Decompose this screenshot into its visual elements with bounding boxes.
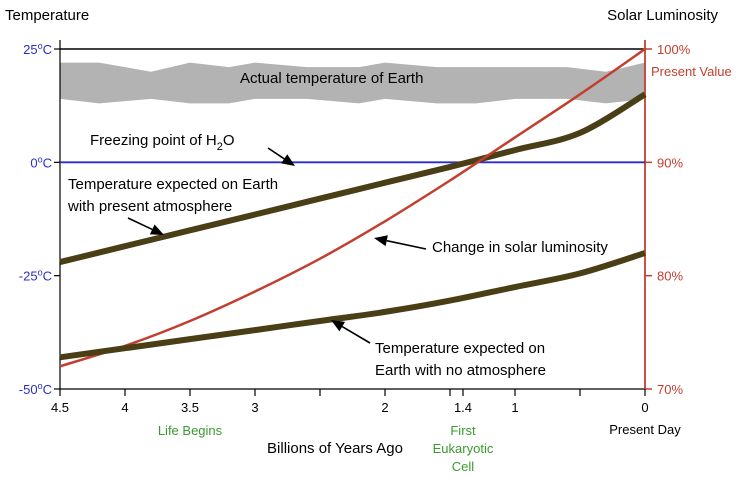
left-tick-label: -25oC xyxy=(19,268,52,284)
freezing-point-label: Freezing point of H2O xyxy=(90,132,235,153)
event-label-layer: Life Begins First Eukaryotic Cell xyxy=(158,423,494,474)
tick-layer: 25oC 0oC -25oC -50oC 100% 90% 80% 70% 4.5 4 3.5 3 2 1… xyxy=(19,41,691,415)
present-day-label: Present Day xyxy=(609,422,681,437)
freezing-point-arrow xyxy=(267,147,295,166)
no-atmosphere-label-line1: Temperature expected on xyxy=(375,340,545,357)
x-tick-label: 1 xyxy=(511,400,518,415)
present-atmosphere-label-line2: with present atmosphere xyxy=(67,198,232,215)
actual-temperature-label: Actual temperature of Earth xyxy=(240,70,423,87)
freezing-point-subscript: 2 xyxy=(217,141,223,153)
solar-luminosity-arrow xyxy=(374,235,427,250)
x-axis-label: Billions of Years Ago xyxy=(267,440,403,457)
present-atmosphere-arrow-shaft xyxy=(127,217,153,231)
present-atmosphere-label-line1: Temperature expected on Earth xyxy=(68,176,278,193)
left-axis-title: Temperature xyxy=(5,7,89,24)
actual-temperature-band-layer xyxy=(60,62,645,104)
freezing-point-text: Freezing point of H xyxy=(90,132,217,149)
no-atmosphere-label-line2: Earth with no atmosphere xyxy=(375,362,546,379)
present-atmosphere-arrow-head xyxy=(149,224,164,235)
event-label-first-eukaryotic-cell: First Eukaryotic Cell xyxy=(433,423,494,474)
x-tick-label: 2 xyxy=(381,400,388,415)
right-tick-label: 80% xyxy=(657,269,683,284)
right-tick-label: 100% xyxy=(657,42,691,57)
x-tick-label: 0 xyxy=(641,400,648,415)
x-tick-label: 3.5 xyxy=(181,400,199,415)
temperature-expected-on-earth-with-no-atmosphere-line xyxy=(59,250,646,361)
no-atmosphere-arrow-shaft xyxy=(341,325,371,344)
actual-temperature-of-earth-band xyxy=(60,62,645,104)
change-in-solar-luminosity-line xyxy=(59,47,646,368)
solar-luminosity-arrow-shaft xyxy=(386,239,427,250)
no-atmosphere-arrow-head xyxy=(331,320,345,332)
right-tick-label: 90% xyxy=(657,155,683,170)
solar-luminosity-label: Change in solar luminosity xyxy=(432,239,608,256)
right-axis-title: Solar Luminosity xyxy=(607,7,718,24)
no-atmosphere-arrow xyxy=(331,320,371,344)
freezing-point-tail: O xyxy=(223,132,235,149)
series-line-layer xyxy=(59,47,647,368)
annotation-arrow-layer xyxy=(127,147,427,344)
left-tick-label: 25oC xyxy=(23,41,52,57)
x-tick-label: 4 xyxy=(121,400,128,415)
freezing-point-arrow-head xyxy=(281,154,295,166)
solar-luminosity-arrow-head xyxy=(374,235,388,247)
temperature-expected-on-earth-with-present-atmosphere-line xyxy=(59,91,647,266)
left-tick-label: 0oC xyxy=(30,154,52,170)
present-value-label: Present Value xyxy=(651,64,732,79)
event-label-life-begins: Life Begins xyxy=(158,423,223,438)
x-tick-label: 3 xyxy=(251,400,258,415)
present-atmosphere-arrow xyxy=(127,217,164,235)
left-tick-label: -50oC xyxy=(19,381,52,397)
x-tick-label: 1.4 xyxy=(454,400,472,415)
right-tick-label: 70% xyxy=(657,382,683,397)
x-tick-label: 4.5 xyxy=(51,400,69,415)
freezing-point-arrow-shaft xyxy=(267,147,285,160)
